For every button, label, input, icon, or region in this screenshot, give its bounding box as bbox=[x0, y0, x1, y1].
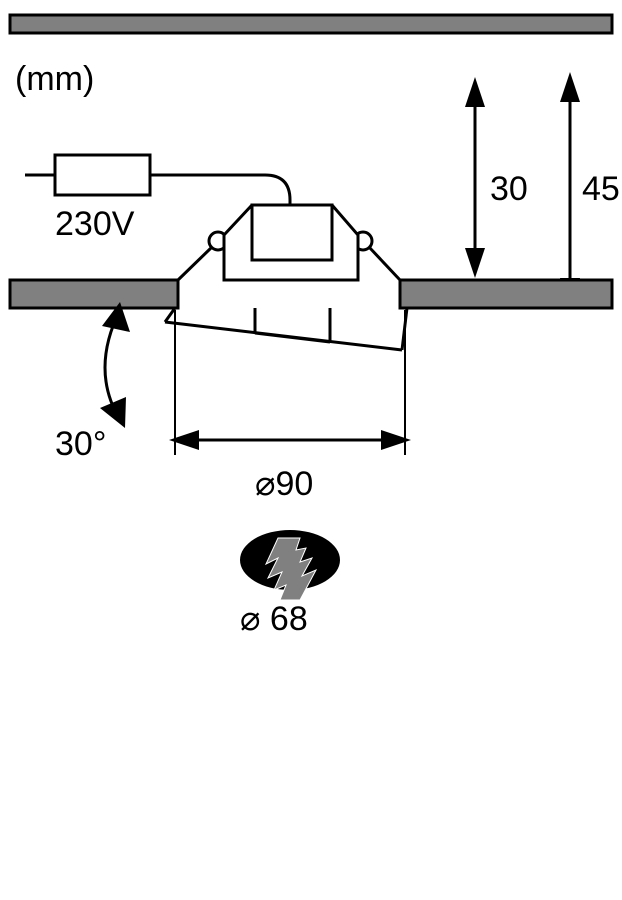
dim-30-value: 30 bbox=[490, 170, 528, 208]
lamp-cup-inner bbox=[252, 205, 332, 260]
tilt-angle: 30° bbox=[55, 302, 130, 463]
spring-clip-left bbox=[178, 232, 227, 280]
voltage-label: 230V bbox=[55, 205, 135, 243]
driver-box: 230V bbox=[25, 155, 150, 243]
cutout-diameter-value: ⌀ 68 bbox=[240, 600, 308, 638]
technical-diagram: (mm) 45 30 230V bbox=[0, 0, 622, 900]
tilted-plate bbox=[165, 308, 407, 350]
mount-panel-left bbox=[10, 280, 178, 308]
dimension-30: 30 bbox=[465, 77, 528, 278]
spring-clip-right bbox=[354, 232, 400, 280]
ceiling-bar bbox=[10, 15, 612, 33]
mount-panel-right bbox=[400, 280, 612, 308]
dim-d90-value: ⌀90 bbox=[255, 465, 313, 503]
unit-label: (mm) bbox=[15, 60, 94, 98]
dimension-45: 45 bbox=[560, 72, 620, 308]
cutout-icon: ⌀ 68 bbox=[240, 530, 340, 638]
tilt-angle-value: 30° bbox=[55, 425, 106, 463]
dimension-diameter-90: ⌀90 bbox=[169, 310, 411, 503]
dim-45-value: 45 bbox=[582, 170, 620, 208]
